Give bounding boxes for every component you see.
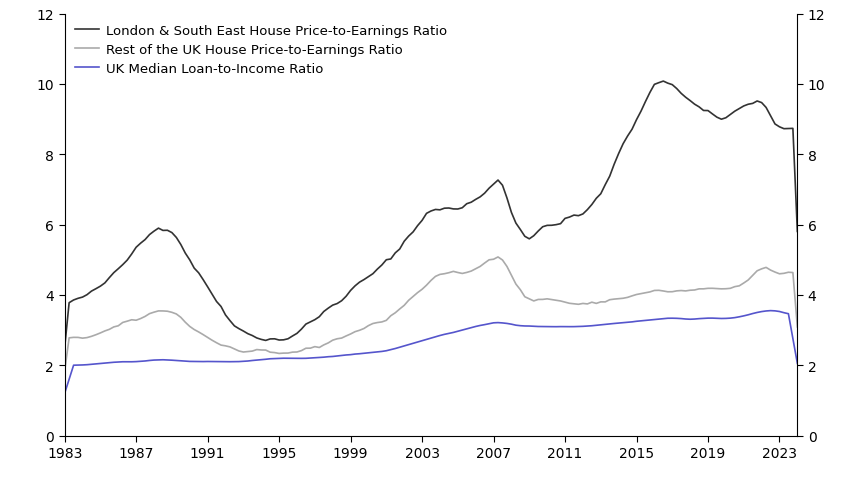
Rest of the UK House Price-to-Earnings Ratio (791, 324, 802, 330)
Rest of the UK House Price-to-Earnings Ratio (59, 368, 70, 374)
London & South East House Price-to-Earnings Ratio (131, 245, 141, 251)
Rest of the UK House Price-to-Earnings Ratio (559, 300, 569, 305)
Line: UK Median Loan-to-Income Ratio: UK Median Loan-to-Income Ratio (65, 311, 796, 393)
Line: Rest of the UK House Price-to-Earnings Ratio: Rest of the UK House Price-to-Earnings R… (65, 257, 796, 371)
UK Median Loan-to-Income Ratio (765, 308, 775, 314)
Rest of the UK House Price-to-Earnings Ratio (131, 318, 141, 323)
UK Median Loan-to-Income Ratio (59, 391, 70, 396)
London & South East House Price-to-Earnings Ratio (59, 345, 70, 351)
UK Median Loan-to-Income Ratio (554, 324, 565, 330)
UK Median Loan-to-Income Ratio (82, 362, 92, 368)
Legend: London & South East House Price-to-Earnings Ratio, Rest of the UK House Price-to: London & South East House Price-to-Earni… (71, 21, 450, 80)
UK Median Loan-to-Income Ratio (131, 359, 141, 365)
London & South East House Price-to-Earnings Ratio (144, 232, 154, 238)
Rest of the UK House Price-to-Earnings Ratio (630, 292, 641, 298)
UK Median Loan-to-Income Ratio (626, 319, 636, 325)
Rest of the UK House Price-to-Earnings Ratio (492, 255, 503, 260)
London & South East House Price-to-Earnings Ratio (554, 221, 565, 227)
UK Median Loan-to-Income Ratio (791, 361, 802, 366)
London & South East House Price-to-Earnings Ratio (82, 292, 92, 298)
London & South East House Price-to-Earnings Ratio (327, 302, 338, 308)
Rest of the UK House Price-to-Earnings Ratio (82, 335, 92, 341)
London & South East House Price-to-Earnings Ratio (658, 79, 668, 85)
Rest of the UK House Price-to-Earnings Ratio (327, 337, 338, 343)
London & South East House Price-to-Earnings Ratio (626, 127, 636, 133)
Rest of the UK House Price-to-Earnings Ratio (144, 311, 154, 317)
UK Median Loan-to-Income Ratio (327, 354, 338, 360)
Line: London & South East House Price-to-Earnings Ratio: London & South East House Price-to-Earni… (65, 82, 796, 348)
UK Median Loan-to-Income Ratio (144, 358, 154, 363)
London & South East House Price-to-Earnings Ratio (791, 229, 802, 235)
